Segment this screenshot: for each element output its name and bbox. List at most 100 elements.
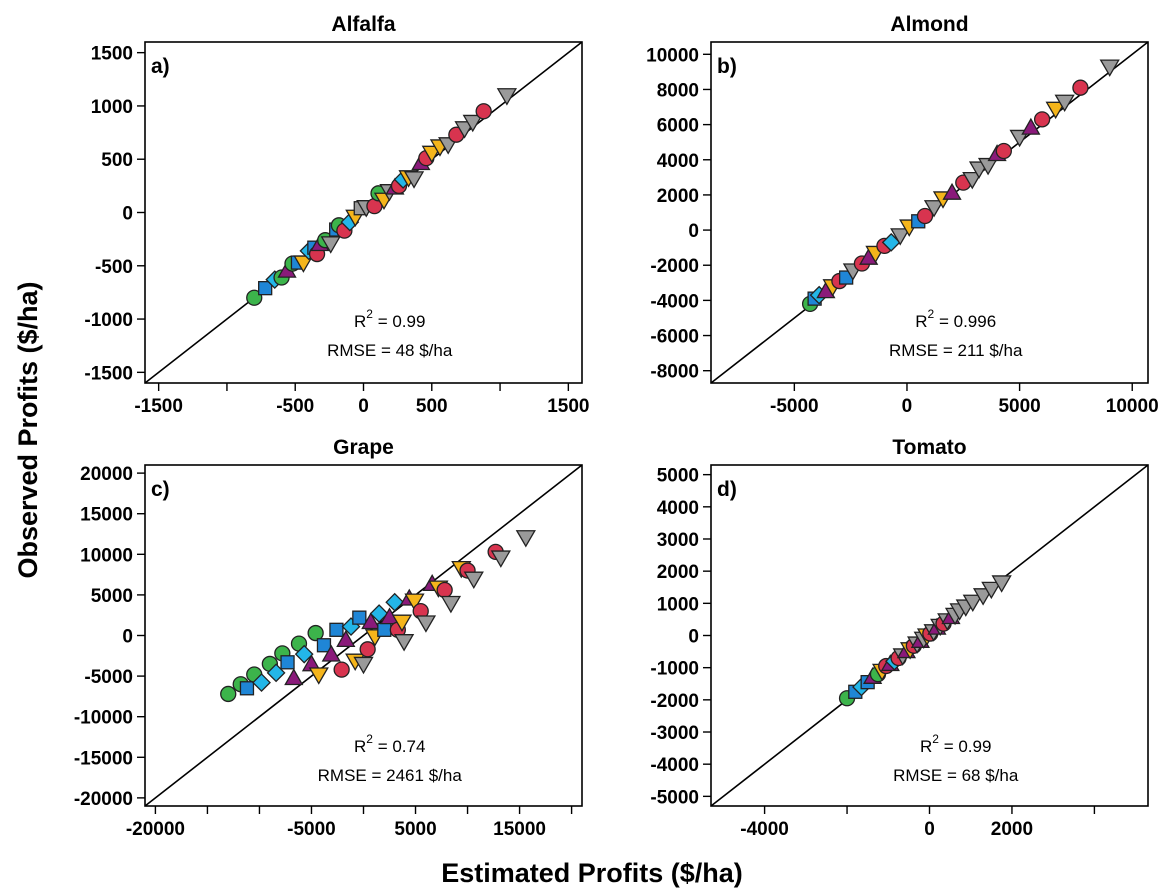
y-tick-label: -1500 bbox=[84, 363, 133, 384]
x-tick-label: 0 bbox=[902, 396, 913, 417]
x-tick-label: -4000 bbox=[740, 819, 789, 840]
y-tick-label: -5000 bbox=[650, 787, 699, 808]
data-point bbox=[962, 171, 983, 190]
data-point bbox=[440, 595, 462, 614]
data-point bbox=[1021, 117, 1041, 135]
y-tick-label: 0 bbox=[688, 221, 699, 242]
data-point bbox=[991, 575, 1012, 593]
x-tick-label: 0 bbox=[358, 396, 369, 417]
plot-frame bbox=[710, 41, 1149, 384]
x-tick-label: -5000 bbox=[770, 396, 819, 417]
panel-tomato: -4000 0 2000 -5000 -4000 -3000 -2000 -1000 0 1000… bbox=[650, 436, 1149, 840]
data-point bbox=[977, 157, 999, 176]
y-tick-label: -2000 bbox=[650, 691, 699, 712]
y-tick-label: -6000 bbox=[650, 327, 699, 348]
data-point bbox=[995, 142, 1012, 160]
data-point bbox=[280, 655, 295, 670]
r-squared-value: = 0.74 bbox=[373, 737, 425, 756]
panel-title: Alfalfa bbox=[331, 13, 396, 36]
data-point bbox=[496, 88, 518, 106]
rmse-label: RMSE = 2461 $/ha bbox=[318, 766, 463, 785]
data-point bbox=[1045, 101, 1066, 120]
data-point bbox=[475, 103, 492, 120]
panel-title: Tomato bbox=[892, 436, 966, 459]
r-squared-value: = 0.99 bbox=[939, 737, 991, 756]
y-tick-label: 0 bbox=[122, 627, 133, 648]
y-tick-label: -5000 bbox=[84, 667, 133, 688]
data-point bbox=[220, 685, 237, 703]
panels-group: -1500 -500 0 500 1500-1500-1000-500050010001… bbox=[74, 13, 1158, 840]
rmse-label: RMSE = 68 $/ha bbox=[893, 766, 1019, 785]
x-axis-title: Estimated Profits ($/ha) bbox=[441, 858, 743, 888]
data-point bbox=[490, 550, 511, 568]
identity-line bbox=[145, 465, 582, 806]
panel-alfalfa: -1500 -500 0 500 1500 -1500 -1000 -500 0 500 1000 1… bbox=[84, 13, 589, 417]
y-tick-label: 20000 bbox=[80, 464, 133, 485]
points-grape bbox=[220, 530, 536, 703]
y-tick-label: -1000 bbox=[650, 659, 699, 680]
data-point bbox=[266, 663, 286, 683]
y-axis-title: Observed Profits ($/ha) bbox=[13, 281, 43, 578]
panel-title: Almond bbox=[890, 13, 968, 36]
data-point bbox=[403, 171, 425, 189]
y-tick-label: 5000 bbox=[91, 586, 133, 607]
r-squared-value: = 0.996 bbox=[934, 312, 996, 331]
data-point bbox=[377, 622, 392, 637]
y-tick-label: 1500 bbox=[91, 44, 133, 65]
data-point bbox=[361, 612, 381, 630]
points-almond bbox=[801, 59, 1120, 313]
y-tick-label: 10000 bbox=[646, 45, 699, 66]
data-point bbox=[336, 630, 356, 648]
panel-letter: b) bbox=[717, 55, 737, 78]
data-point bbox=[1072, 79, 1089, 96]
y-tick-label: 10000 bbox=[80, 545, 133, 566]
r-squared-base: R bbox=[915, 312, 927, 331]
data-point bbox=[308, 667, 329, 685]
r-squared-base: R bbox=[354, 737, 366, 756]
data-point bbox=[294, 644, 314, 664]
y-tick-label: -500 bbox=[95, 257, 133, 278]
data-point bbox=[385, 592, 405, 612]
y-tick-label: 4000 bbox=[657, 498, 699, 519]
data-point bbox=[890, 228, 911, 246]
points-alfalfa bbox=[246, 88, 518, 306]
panel-almond: -5000 0 5000 10000 -8000 -6000 -4000 -2000 0 2000… bbox=[646, 13, 1158, 417]
panel-letter: c) bbox=[151, 478, 170, 501]
y-tick-label: 2000 bbox=[657, 562, 699, 583]
y-tick-label: -20000 bbox=[74, 789, 133, 810]
data-point bbox=[246, 289, 263, 306]
r-squared-label: R2 = 0.99 bbox=[354, 307, 425, 331]
data-point bbox=[359, 641, 376, 658]
r-squared-superscript: 2 bbox=[366, 732, 373, 746]
rmse-label: RMSE = 211 $/ha bbox=[889, 341, 1023, 360]
x-tick-label: 5000 bbox=[394, 819, 436, 840]
x-tick-label: 1500 bbox=[547, 396, 589, 417]
r-squared-base: R bbox=[354, 312, 366, 331]
data-point bbox=[333, 661, 350, 678]
x-tick-label: 15000 bbox=[493, 819, 546, 840]
r-squared-superscript: 2 bbox=[932, 732, 939, 746]
data-point bbox=[329, 622, 344, 637]
data-point bbox=[1054, 94, 1075, 113]
y-tick-label: -4000 bbox=[650, 291, 699, 312]
data-point bbox=[462, 114, 483, 133]
r-squared-superscript: 2 bbox=[928, 307, 935, 321]
data-point bbox=[316, 638, 332, 653]
y-tick-label: 1000 bbox=[91, 97, 133, 118]
x-tick-label: -1500 bbox=[134, 396, 183, 417]
y-tick-label: -10000 bbox=[74, 708, 133, 729]
data-point bbox=[436, 581, 453, 599]
rmse-label: RMSE = 48 $/ha bbox=[327, 341, 453, 360]
data-point bbox=[393, 634, 415, 652]
x-tick-label: -5000 bbox=[287, 819, 336, 840]
points-tomato bbox=[838, 575, 1012, 707]
r-squared-label: R2 = 0.74 bbox=[354, 732, 425, 756]
y-tick-label: 1000 bbox=[657, 594, 699, 615]
data-point bbox=[307, 624, 324, 642]
y-tick-label: -3000 bbox=[650, 723, 699, 744]
y-tick-label: 2000 bbox=[657, 186, 699, 207]
y-tick-label: 3000 bbox=[657, 530, 699, 551]
data-point bbox=[258, 281, 273, 296]
data-point bbox=[962, 594, 983, 613]
